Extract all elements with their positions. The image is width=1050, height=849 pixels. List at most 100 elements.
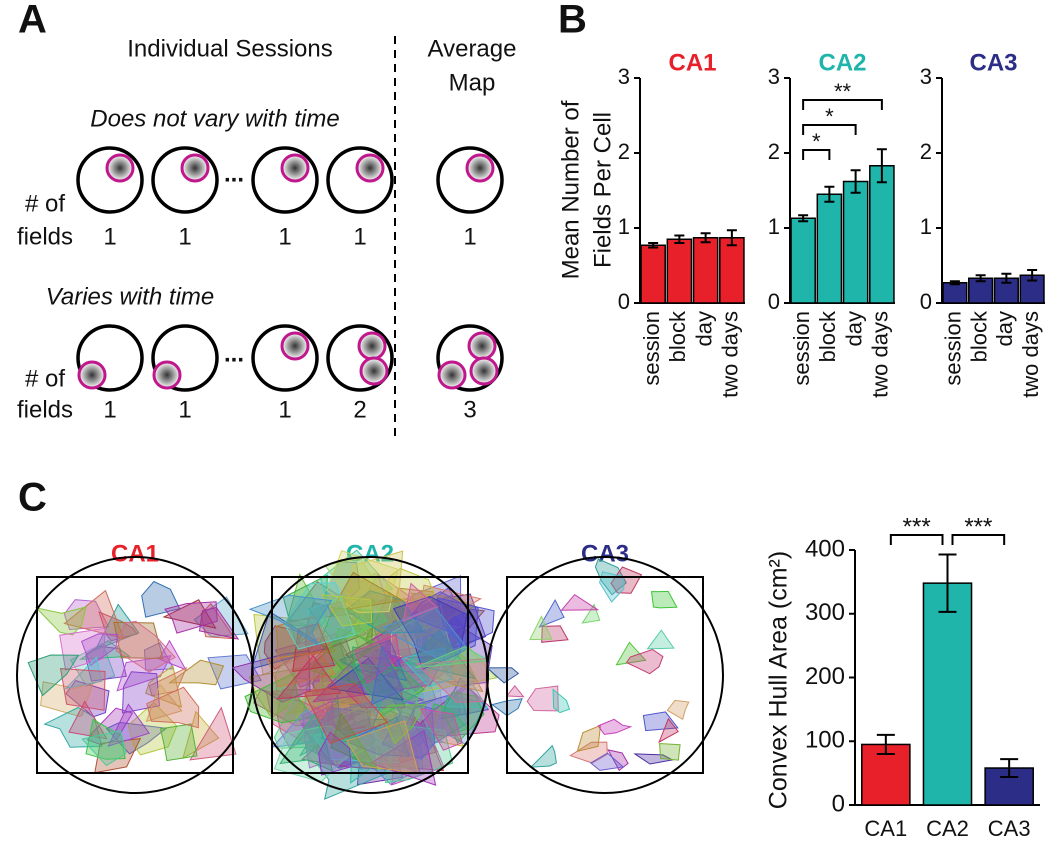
error-bar (876, 148, 887, 184)
arenas: CA1 CA2 CA3 (16, 540, 724, 800)
error-bar (949, 280, 960, 286)
arena-circle (486, 556, 724, 794)
x-tick-label: day (992, 311, 1017, 346)
convex-hull (189, 706, 237, 761)
x-tick-label: session (639, 311, 664, 386)
convex-hull (625, 648, 664, 675)
y-tick-label: 400 (805, 535, 845, 562)
x-tick-label: session (789, 311, 814, 386)
convex-hull (576, 724, 602, 752)
y-tick-label: 3 (768, 64, 780, 89)
convex-hull (121, 671, 161, 714)
convex-hull (402, 582, 438, 622)
convex-hull (354, 633, 400, 685)
x-tick-label: day (691, 311, 716, 346)
error-bar (938, 553, 957, 613)
field-count: 1 (103, 223, 116, 250)
field-count: 1 (103, 396, 116, 423)
convex-hull (538, 598, 565, 628)
convex-hull (350, 663, 425, 716)
x-tick-label: block (665, 310, 690, 362)
fields-label: # of (25, 365, 65, 392)
place-field (355, 153, 385, 183)
convex-hull (107, 703, 151, 747)
convex-hull (362, 572, 421, 646)
ellipsis: ... (224, 340, 244, 367)
session-maps (76, 146, 504, 392)
convex-hull (418, 584, 483, 632)
error-bar (975, 274, 986, 283)
x-tick-label: session (941, 311, 966, 386)
place-field (77, 360, 107, 390)
convex-hull (276, 654, 342, 700)
convex-hull (98, 611, 138, 642)
significance-bracket (802, 99, 883, 110)
bar (790, 217, 816, 304)
convex-hull (63, 599, 110, 631)
convex-hull (505, 684, 525, 698)
arena-square (506, 576, 704, 774)
panel-label: A (18, 0, 47, 42)
convex-hull (370, 645, 405, 706)
significance-bracket (802, 149, 831, 160)
convex-hull (373, 692, 416, 736)
convex-hull (633, 753, 674, 765)
convex-hull (529, 744, 557, 768)
field-count: 1 (353, 223, 366, 250)
chart-title: CA3 (969, 49, 1017, 76)
convex-hull (581, 603, 601, 624)
heading: Map (449, 69, 496, 96)
ellipsis: ... (224, 160, 244, 187)
y-tick-label: 2 (920, 139, 932, 164)
convex-hull (346, 720, 419, 774)
convex-hull (143, 642, 175, 671)
y-tick-label: 0 (618, 289, 630, 314)
error-bar (674, 234, 685, 244)
convex-hull (321, 594, 373, 627)
convex-hull (607, 749, 629, 772)
bar (719, 237, 745, 304)
convex-hull (650, 590, 678, 609)
y-tick-label: 0 (768, 289, 780, 314)
convex-hull (369, 729, 437, 786)
place-field (469, 356, 499, 386)
bar (942, 282, 968, 304)
y-tick-label: 0 (920, 289, 932, 314)
convex-hull (162, 599, 217, 629)
significance-label: * (812, 129, 821, 154)
place-field (180, 153, 210, 183)
error-bar (850, 169, 861, 194)
convex-hull (646, 629, 675, 650)
error-bar (726, 229, 737, 247)
convex-hull (666, 699, 690, 721)
place-field (465, 153, 495, 183)
place-field (105, 153, 135, 183)
x-tick-label: block (966, 310, 991, 362)
x-tick-label: CA1 (864, 816, 907, 841)
y-tick-label: 3 (618, 64, 630, 89)
convex-hull (68, 700, 108, 740)
y-axis-label: Convex Hull Area (cm²) (765, 551, 793, 809)
arena-title: CA1 (111, 540, 159, 567)
convex-hull (384, 724, 454, 784)
convex-hull (338, 639, 408, 682)
x-tick-label: two days (868, 311, 893, 398)
error-bar (876, 733, 895, 755)
convex-hull (158, 639, 187, 671)
y-tick-label: 3 (920, 64, 932, 89)
x-tick-label: CA2 (926, 816, 969, 841)
error-bar (798, 214, 809, 223)
convex-hull (441, 691, 485, 744)
convex-hull (200, 602, 236, 640)
field-count: 1 (178, 223, 191, 250)
convex-hull (552, 688, 571, 714)
place-field (359, 356, 389, 386)
fields-label: fields (17, 396, 73, 423)
bar (640, 244, 666, 304)
convex-hull (80, 633, 119, 667)
convex-hull (329, 571, 404, 613)
significance-label: *** (903, 513, 931, 540)
convex-hull (380, 704, 427, 745)
convex-hull (248, 594, 333, 647)
